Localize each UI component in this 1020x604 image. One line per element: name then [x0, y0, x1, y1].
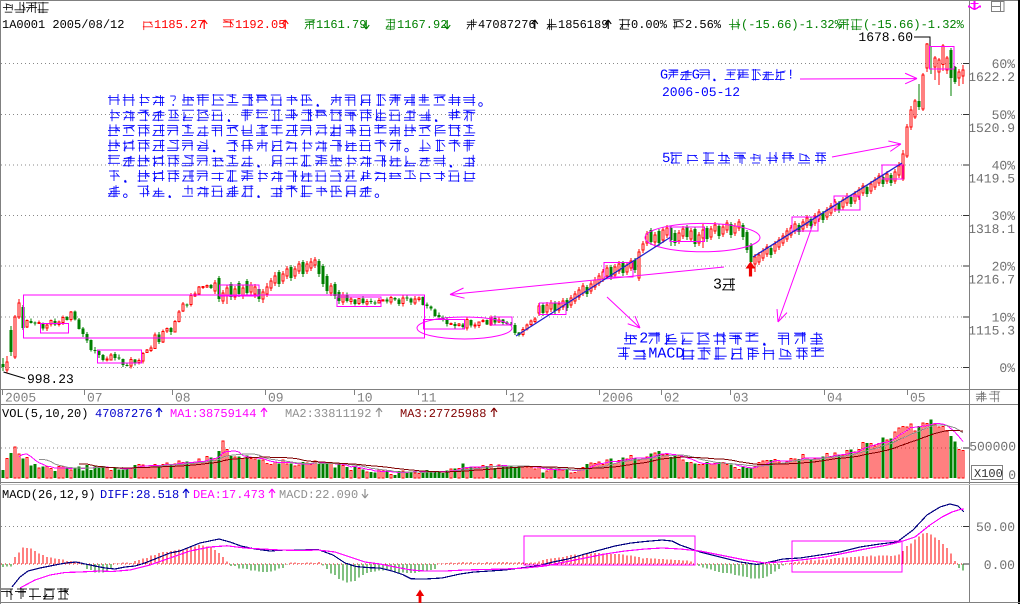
svg-text:40%: 40%	[992, 158, 1016, 173]
svg-text:0.00%: 0.00%	[631, 18, 668, 32]
svg-text:MACD:22.090: MACD:22.090	[279, 488, 358, 502]
svg-text:MA1:38759144: MA1:38759144	[170, 407, 256, 421]
svg-text:1520.9: 1520.9	[968, 121, 1015, 136]
svg-text:5: 5	[662, 151, 670, 167]
svg-text:1318.1: 1318.1	[968, 222, 1015, 237]
svg-text:MACD: MACD	[648, 346, 684, 363]
svg-text:1161.79: 1161.79	[316, 18, 366, 32]
svg-text:G: G	[660, 69, 668, 84]
svg-text:50%: 50%	[992, 108, 1016, 123]
svg-text:02: 02	[664, 391, 680, 406]
svg-text:1115.3: 1115.3	[968, 323, 1015, 338]
svg-text:1192.05: 1192.05	[235, 18, 285, 32]
svg-text:MA3:27725988: MA3:27725988	[400, 407, 486, 421]
svg-text:47087276: 47087276	[478, 18, 536, 32]
svg-text:G: G	[692, 69, 700, 84]
svg-text:DEA:17.473: DEA:17.473	[193, 488, 265, 502]
svg-text:07: 07	[87, 391, 103, 406]
svg-text:50.00: 50.00	[976, 520, 1015, 535]
svg-text:1622.2: 1622.2	[968, 70, 1015, 85]
svg-text:30%: 30%	[992, 209, 1016, 224]
svg-text:60%: 60%	[992, 57, 1016, 72]
svg-text:08: 08	[175, 391, 191, 406]
svg-text:1185.27: 1185.27	[154, 18, 204, 32]
svg-text:MA2:33811192: MA2:33811192	[285, 407, 371, 421]
svg-text:0: 0	[1008, 468, 1016, 483]
svg-text:05: 05	[910, 391, 926, 406]
svg-text:47087276: 47087276	[95, 407, 153, 421]
svg-text:(-15.66)-1.32%: (-15.66)-1.32%	[863, 18, 965, 32]
svg-text:2.56%: 2.56%	[685, 18, 722, 32]
svg-text:2006-05-12: 2006-05-12	[662, 85, 740, 100]
svg-text:04: 04	[827, 391, 843, 406]
svg-text:VOL(5,10,20): VOL(5,10,20)	[2, 407, 88, 421]
svg-text:1419.5: 1419.5	[968, 171, 1015, 186]
svg-text:0.00: 0.00	[984, 558, 1015, 573]
svg-text:(-15.66)-1.32%: (-15.66)-1.32%	[741, 18, 843, 32]
svg-text:10: 10	[357, 391, 373, 406]
svg-text:10%: 10%	[992, 310, 1016, 325]
svg-text:20%: 20%	[992, 260, 1016, 275]
svg-text:3: 3	[713, 277, 722, 294]
svg-text:2006: 2006	[602, 391, 633, 406]
svg-text:2005: 2005	[5, 391, 36, 406]
svg-text:03: 03	[733, 391, 749, 406]
svg-text:0%: 0%	[999, 361, 1015, 376]
svg-text:1856189: 1856189	[558, 18, 608, 32]
svg-text:1678.60: 1678.60	[858, 30, 913, 45]
svg-text:1A0001 2005/08/12: 1A0001 2005/08/12	[2, 18, 124, 32]
svg-text:1167.92: 1167.92	[397, 18, 447, 32]
svg-text:12: 12	[509, 391, 525, 406]
svg-text:11: 11	[421, 391, 437, 406]
svg-text:X100: X100	[974, 467, 1003, 481]
svg-text:500000: 500000	[969, 440, 1016, 455]
svg-text:998.23: 998.23	[27, 372, 74, 387]
svg-text:2: 2	[639, 331, 648, 348]
svg-text:!: !	[787, 69, 795, 84]
svg-text:09: 09	[268, 391, 284, 406]
svg-text:1216.7: 1216.7	[968, 273, 1015, 288]
svg-text:DIFF:28.518: DIFF:28.518	[100, 488, 179, 502]
svg-text:MACD(26,12,9): MACD(26,12,9)	[2, 488, 96, 502]
